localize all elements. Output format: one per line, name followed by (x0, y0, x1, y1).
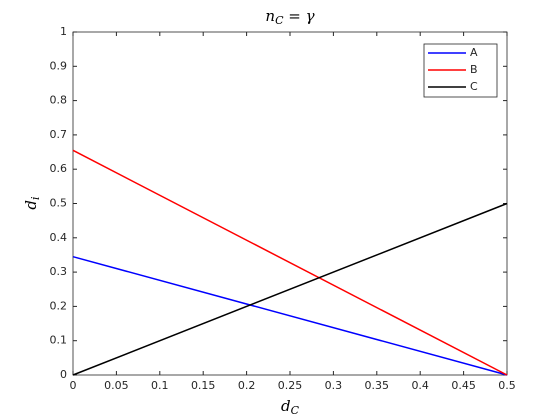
y-tick-label: 0.7 (50, 128, 68, 141)
chart-title: nC = γ (265, 7, 314, 27)
title-base: n (265, 7, 275, 25)
y-tick-label: 0.9 (50, 59, 68, 72)
y-tick-label: 1 (60, 25, 67, 38)
title-sub: C (275, 14, 284, 27)
x-tick-label: 0.5 (498, 379, 516, 392)
y-tick-label: 0.6 (50, 162, 68, 175)
x-tick-label: 0.4 (411, 379, 429, 392)
x-tick-label: 0.35 (365, 379, 390, 392)
data-line (72, 202, 508, 376)
data-line (72, 149, 508, 376)
x-tick-label: 0.2 (238, 379, 256, 392)
ylabel-base: d (22, 200, 40, 210)
y-tick-label: 0.4 (50, 231, 68, 244)
y-tick-label: 0.5 (50, 197, 68, 210)
x-tick-label: 0 (70, 379, 77, 392)
ylabel-sub: i (29, 196, 42, 200)
x-tick-label: 0.3 (325, 379, 343, 392)
x-tick-label: 0.25 (278, 379, 303, 392)
x-tick-label: 0.15 (191, 379, 216, 392)
legend-label: B (470, 63, 478, 76)
x-tick-label: 0.1 (151, 379, 169, 392)
xlabel-base: d (281, 397, 291, 415)
legend-label: C (470, 80, 478, 93)
x-tick-label: 0.05 (104, 379, 129, 392)
title-rest: = γ (284, 7, 315, 25)
legend-label: A (470, 46, 478, 59)
y-tick-label: 0.2 (50, 299, 68, 312)
y-axis-label: di (22, 196, 42, 209)
x-axis-label: dC (281, 397, 300, 417)
y-tick-label: 0 (60, 368, 67, 381)
y-tick-label: 0.8 (50, 94, 68, 107)
x-tick-label: 0.45 (451, 379, 476, 392)
y-tick-label: 0.3 (50, 265, 68, 278)
data-line (72, 255, 508, 376)
xlabel-sub: C (291, 404, 300, 417)
y-tick-label: 0.1 (50, 334, 68, 347)
